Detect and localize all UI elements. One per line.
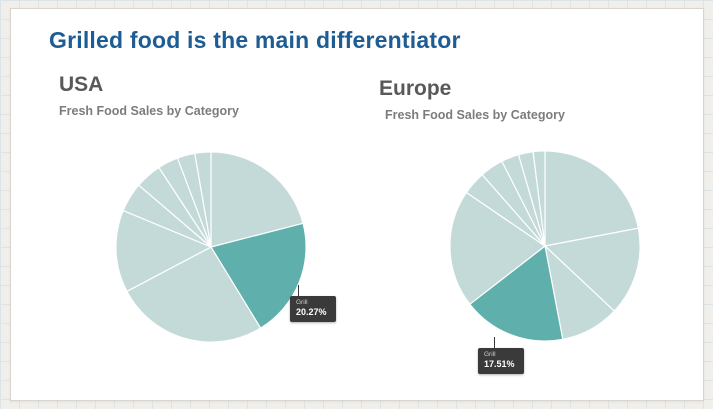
pie-slice-1[interactable] bbox=[544, 150, 640, 247]
chart-block-europe: Europe Fresh Food Sales by Category bbox=[379, 77, 669, 122]
pie-slice-3[interactable] bbox=[126, 246, 262, 343]
tooltip-value: 20.27% bbox=[296, 307, 327, 317]
pie-slice-4[interactable] bbox=[115, 209, 213, 293]
grill-tooltip-usa: Grill 20.27% bbox=[290, 285, 336, 322]
tooltip-label: Grill bbox=[296, 299, 308, 306]
pie-slice-grill[interactable] bbox=[210, 222, 307, 329]
tooltip-value: 17.51% bbox=[484, 359, 515, 369]
pie-slice-1[interactable] bbox=[210, 151, 304, 248]
tooltip-pointer bbox=[494, 337, 495, 348]
chart-subtitle-usa: Fresh Food Sales by Category bbox=[59, 104, 239, 118]
pie-chart-usa[interactable] bbox=[113, 149, 309, 345]
tooltip-label: Grill bbox=[484, 351, 496, 358]
chart-block-usa: USA Fresh Food Sales by Category bbox=[59, 73, 349, 118]
pie-slice-2[interactable] bbox=[543, 227, 641, 312]
pie-chart-europe[interactable] bbox=[447, 148, 643, 344]
pie-slice-5[interactable] bbox=[449, 191, 546, 306]
chart-heading-europe: Europe bbox=[379, 77, 452, 100]
pie-slice-10[interactable] bbox=[532, 150, 546, 247]
slide-title: Grilled food is the main differentiator bbox=[49, 27, 461, 53]
chart-subtitle-europe: Fresh Food Sales by Category bbox=[385, 108, 565, 122]
grill-tooltip-europe: Grill 17.51% bbox=[478, 337, 524, 374]
slide-card: Grilled food is the main differentiator … bbox=[10, 8, 704, 401]
chart-heading-usa: USA bbox=[59, 73, 104, 96]
pie-slice-grill[interactable] bbox=[469, 244, 564, 342]
tooltip-pointer bbox=[298, 285, 299, 296]
pie-slice-9[interactable] bbox=[194, 151, 212, 248]
